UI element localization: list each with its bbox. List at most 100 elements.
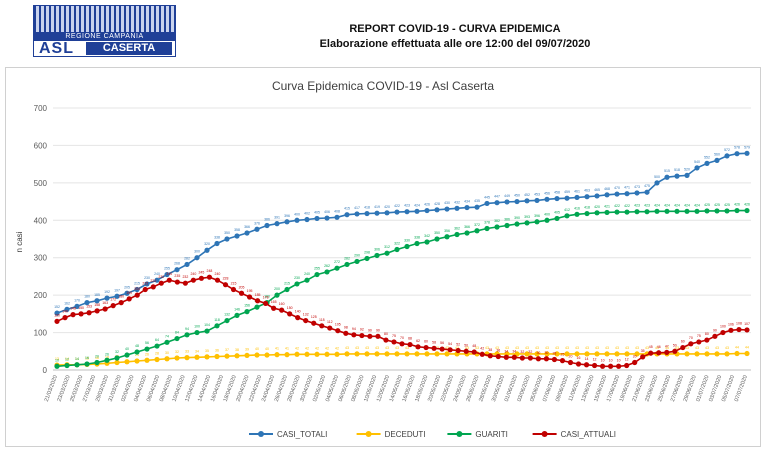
data-label: 42: [295, 346, 299, 350]
data-point: [84, 361, 90, 367]
legend-label: CASI_ATTUALI: [561, 430, 616, 439]
series-line: [56, 276, 748, 368]
data-point: [447, 347, 453, 353]
data-label: 20: [633, 355, 637, 359]
data-label: 43: [625, 346, 629, 350]
data-label: 64: [155, 338, 159, 342]
data-point: [744, 327, 750, 333]
data-point: [674, 173, 680, 179]
data-point: [144, 357, 150, 363]
data-label: 40: [255, 347, 259, 351]
data-label: 450: [514, 194, 520, 198]
data-label: 43: [605, 346, 609, 350]
data-label: 222: [150, 279, 156, 283]
data-label: 350: [434, 231, 440, 235]
legend-marker: [456, 431, 463, 437]
data-label: 14: [65, 357, 69, 361]
data-label: 43: [685, 346, 689, 350]
data-point: [744, 150, 750, 156]
data-label: 56: [145, 341, 149, 345]
data-point: [311, 320, 317, 326]
data-label: 240: [166, 272, 172, 276]
data-label: 80: [384, 332, 388, 336]
data-point: [86, 310, 92, 316]
data-label: 14: [585, 357, 589, 361]
data-point: [374, 351, 380, 357]
data-point: [184, 355, 190, 361]
data-label: 12: [593, 358, 597, 362]
data-point: [84, 300, 90, 306]
data-point: [74, 362, 80, 368]
data-point: [391, 339, 397, 345]
data-label: 453: [534, 192, 540, 196]
data-point: [274, 352, 280, 358]
data-point: [374, 210, 380, 216]
data-label: 94: [352, 327, 356, 331]
y-axis-ticks: 0 100 200 300 400 500 600 700: [34, 104, 48, 375]
data-label: 10: [55, 358, 59, 362]
x-tick-label: 07/07/2020: [734, 375, 749, 403]
data-point: [104, 357, 110, 363]
data-point: [354, 258, 360, 265]
data-label: 412: [564, 208, 570, 212]
data-label: 42: [325, 346, 329, 350]
data-label: 60: [424, 340, 428, 344]
data-point: [644, 189, 650, 195]
data-label: 245: [198, 270, 204, 274]
data-point: [334, 214, 340, 220]
data-point: [134, 349, 140, 355]
data-point: [484, 225, 490, 232]
data-label: 424: [674, 203, 680, 207]
y-tick-label: 0: [43, 366, 48, 375]
data-label: 338: [214, 235, 220, 239]
data-point: [158, 280, 164, 286]
data-label: 28: [155, 352, 159, 356]
data-point: [54, 318, 60, 324]
data-point: [214, 277, 221, 283]
data-point: [614, 351, 620, 357]
data-point: [694, 208, 700, 214]
data-label: 118: [319, 318, 325, 322]
data-point: [583, 362, 590, 368]
data-point: [324, 269, 330, 275]
data-point: [616, 363, 622, 369]
data-point: [234, 312, 240, 318]
data-label: 48: [472, 344, 476, 348]
data-point: [354, 351, 360, 357]
legend-label: GUARITI: [475, 430, 507, 439]
data-point: [343, 330, 349, 336]
data-label: 43: [655, 346, 659, 350]
data-point: [144, 346, 150, 352]
data-label: 424: [694, 203, 700, 207]
series-line: [56, 352, 747, 366]
data-point: [471, 349, 477, 355]
data-label: 43: [485, 346, 489, 350]
data-point: [354, 211, 360, 217]
data-label: 330: [404, 238, 410, 242]
data-point: [648, 350, 654, 356]
data-label: 405: [314, 210, 320, 214]
data-point: [174, 279, 180, 285]
data-label: 70: [689, 336, 693, 340]
data-label: 32: [115, 350, 119, 354]
data-point: [94, 359, 100, 366]
data-point: [154, 343, 160, 349]
data-label: 125: [311, 315, 317, 319]
data-point: [284, 286, 290, 293]
data-label: 42: [305, 346, 309, 350]
data-label: 421: [604, 204, 610, 208]
data-point: [303, 317, 309, 324]
data-point: [712, 333, 718, 339]
data-point: [624, 209, 630, 215]
data-point: [584, 194, 590, 200]
data-point: [604, 192, 610, 198]
data-label: 418: [364, 206, 370, 210]
data-label: 366: [464, 225, 470, 229]
series-line: [56, 209, 747, 368]
data-label: 148: [70, 307, 76, 311]
data-label: 46: [657, 345, 661, 349]
data-point: [114, 293, 120, 299]
y-tick-label: 400: [34, 216, 48, 225]
data-label: 30: [165, 351, 169, 355]
data-label: 240: [215, 272, 221, 276]
